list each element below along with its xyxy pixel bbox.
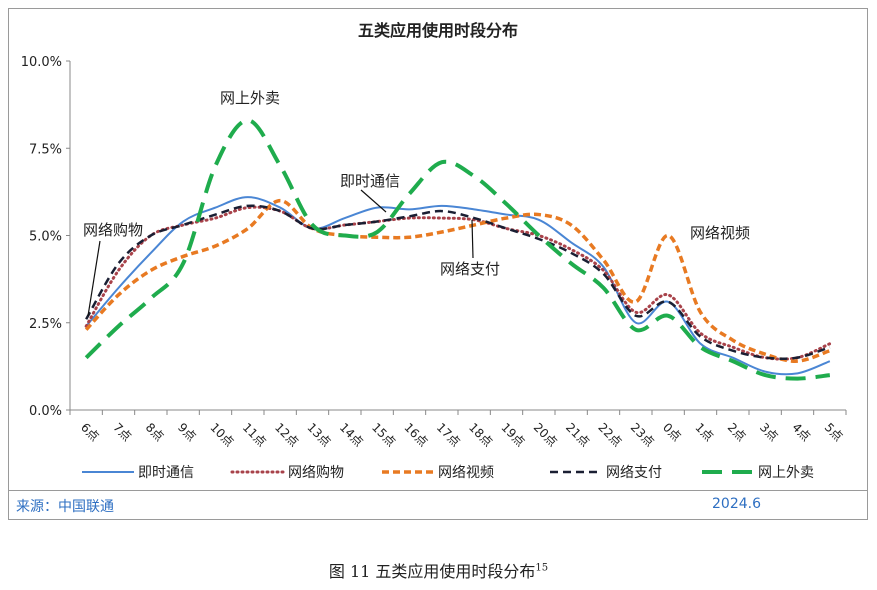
x-tick-label: 18点 xyxy=(466,420,495,449)
x-tick-label: 14点 xyxy=(337,420,366,449)
x-tick-label: 17点 xyxy=(434,420,463,449)
x-tick-label: 5点 xyxy=(822,420,846,444)
x-tick-label: 23点 xyxy=(628,420,657,449)
divider xyxy=(8,490,868,491)
x-tick-label: 16点 xyxy=(401,420,430,449)
x-tick-label: 21点 xyxy=(563,420,592,449)
series-line-5 xyxy=(84,118,831,381)
annotation-label: 网络购物 xyxy=(83,221,143,239)
annotation-label: 网络视频 xyxy=(690,224,750,242)
x-tick-label: 0点 xyxy=(660,420,684,444)
annotation-leader xyxy=(471,219,474,259)
date-label: 2024.6 xyxy=(712,496,761,512)
source-label: 来源：中国联通 xyxy=(16,499,114,515)
legend-label: 网络视频 xyxy=(438,465,494,481)
x-tick-label: 4点 xyxy=(789,420,813,444)
x-tick-label: 19点 xyxy=(498,420,527,449)
x-tick-label: 9点 xyxy=(175,420,199,444)
x-tick-label: 6点 xyxy=(78,420,102,444)
annotation-label: 网络支付 xyxy=(440,260,500,278)
series-line-3 xyxy=(84,198,831,363)
x-tick-label: 13点 xyxy=(304,420,333,449)
x-tick-label: 7点 xyxy=(110,420,134,444)
x-tick-label: 15点 xyxy=(369,420,398,449)
annotation-label: 网上外卖 xyxy=(220,89,280,107)
caption-text: 图 11 五类应用使用时段分布 xyxy=(328,562,536,581)
figure-caption: 图 11 五类应用使用时段分布15 xyxy=(0,558,877,582)
x-tick-label: 10点 xyxy=(207,420,236,449)
series-line-4 xyxy=(85,204,831,360)
chart-frame xyxy=(8,8,868,520)
annotation-leader xyxy=(360,189,387,213)
caption-footnote: 15 xyxy=(535,562,549,574)
x-tick-label: 2点 xyxy=(725,420,749,444)
legend-label: 网上外卖 xyxy=(758,465,814,481)
y-tick-label: 5.0% xyxy=(29,230,62,245)
x-tick-label: 3点 xyxy=(757,420,781,444)
annotation-label: 即时通信 xyxy=(340,172,400,190)
legend-label: 即时通信 xyxy=(138,465,194,481)
y-tick-label: 0.0% xyxy=(29,404,62,419)
y-tick-label: 10.0% xyxy=(21,55,62,70)
annotation-leader xyxy=(87,240,101,317)
legend-label: 网络购物 xyxy=(288,465,344,481)
x-tick-label: 12点 xyxy=(272,420,301,449)
x-tick-label: 1点 xyxy=(692,420,716,444)
y-tick-label: 2.5% xyxy=(29,317,62,332)
series-line-2 xyxy=(84,205,832,361)
y-tick-label: 7.5% xyxy=(29,142,62,157)
x-tick-label: 22点 xyxy=(595,420,624,449)
x-tick-label: 8点 xyxy=(143,420,167,444)
series-line-1 xyxy=(85,196,831,376)
legend-label: 网络支付 xyxy=(606,465,662,481)
x-tick-label: 20点 xyxy=(531,420,560,449)
x-tick-label: 11点 xyxy=(240,420,269,449)
chart-title: 五类应用使用时段分布 xyxy=(358,21,518,40)
